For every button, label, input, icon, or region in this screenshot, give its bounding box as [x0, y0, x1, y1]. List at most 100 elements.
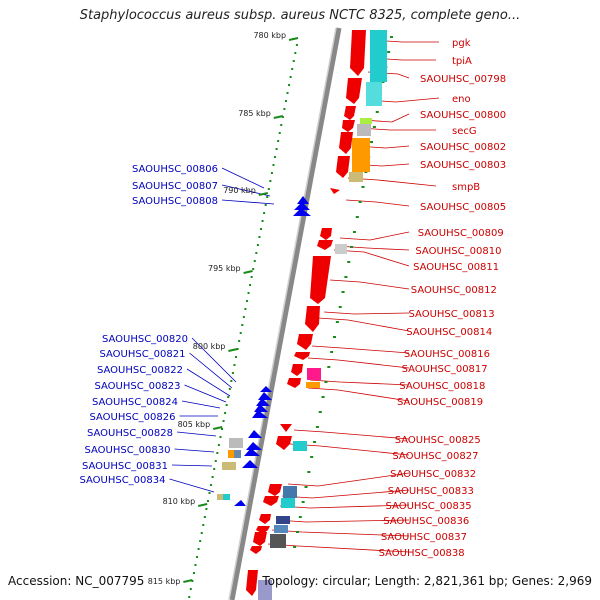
gene-label[interactable]: SAOUHSC_00835: [386, 501, 472, 512]
guide-dot: [189, 588, 192, 590]
guide-dot: [324, 381, 328, 383]
gene-label[interactable]: SAOUHSC_00806: [132, 164, 218, 175]
gene-arrow-forward: [287, 378, 301, 388]
guide-dot: [202, 524, 205, 526]
guide-dot: [188, 596, 191, 598]
gene-label[interactable]: SAOUHSC_00818: [399, 381, 485, 392]
gene-arrow-forward: [259, 514, 271, 524]
gene-label[interactable]: SAOUHSC_00819: [397, 397, 483, 408]
gene-label[interactable]: SAOUHSC_00805: [420, 202, 506, 213]
guide-dot: [333, 336, 336, 338]
gene-leader-line: [221, 167, 265, 189]
feature-block-cyan: [366, 82, 382, 106]
guide-dot: [286, 92, 289, 94]
genes-forward-strand: [246, 30, 366, 596]
guide-dot: [199, 540, 202, 542]
gene-label[interactable]: SAOUHSC_00837: [381, 532, 467, 543]
gene-label[interactable]: SAOUHSC_00812: [411, 285, 497, 296]
gene-leader-line: [307, 387, 410, 402]
gene-label[interactable]: SAOUHSC_00809: [418, 228, 504, 239]
guide-dot: [233, 364, 236, 366]
guide-dot: [284, 100, 287, 102]
guide-dot: [330, 351, 334, 353]
gene-label[interactable]: SAOUHSC_00822: [97, 365, 183, 376]
gene-label[interactable]: SAOUHSC_00833: [388, 486, 474, 497]
guide-dot: [197, 548, 200, 550]
gene-label[interactable]: SAOUHSC_00824: [92, 397, 178, 408]
gene-label[interactable]: SAOUHSC_00827: [392, 451, 478, 462]
gene-label[interactable]: SAOUHSC_00823: [94, 381, 180, 392]
gene-label[interactable]: SAOUHSC_00836: [383, 516, 469, 527]
guide-dot: [292, 60, 295, 62]
guide-dot: [352, 231, 356, 233]
feature-block-cyan: [370, 30, 387, 82]
gene-label[interactable]: SAOUHSC_00800: [420, 110, 506, 121]
gene-label[interactable]: SAOUHSC_00816: [404, 349, 490, 360]
gene-leader-line: [181, 400, 221, 409]
guide-dot: [194, 564, 197, 566]
gene-label[interactable]: SAOUHSC_00811: [413, 262, 499, 273]
gene-leader-line: [189, 352, 233, 389]
guide-dot: [280, 124, 283, 126]
gene-leader-line: [311, 345, 410, 354]
gene-label[interactable]: SAOUHSC_00828: [87, 428, 173, 439]
guide-dot: [211, 476, 214, 478]
feature-block-lavender: [258, 580, 272, 600]
feature-block-steel: [274, 525, 288, 533]
feature-block-dark-grey: [270, 534, 286, 548]
gene-label[interactable]: SAOUHSC_00808: [132, 196, 218, 207]
gene-label[interactable]: SAOUHSC_00810: [415, 246, 501, 257]
gene-label[interactable]: SAOUHSC_00825: [395, 435, 481, 446]
guide-dot: [192, 572, 195, 574]
gene-arrow-reverse: [248, 430, 262, 438]
guide-dot: [225, 404, 228, 406]
ruler-tick: [273, 115, 284, 119]
feature-block-lime: [360, 118, 372, 124]
guide-dot: [258, 236, 261, 238]
guide-dot: [231, 372, 234, 374]
gene-label[interactable]: SAOUHSC_00838: [379, 548, 465, 559]
gene-label[interactable]: SAOUHSC_00807: [132, 181, 218, 192]
gene-label[interactable]: SAOUHSC_00832: [390, 469, 476, 480]
gene-leader-line: [359, 127, 436, 131]
gene-label[interactable]: SAOUHSC_00817: [402, 364, 488, 375]
gene-label[interactable]: pgk: [452, 38, 471, 49]
gene-leader-line: [307, 357, 410, 369]
gene-label[interactable]: SAOUHSC_00814: [406, 327, 492, 338]
feature-block-grey: [229, 438, 243, 448]
gene-label[interactable]: SAOUHSC_00821: [99, 349, 185, 360]
gene-label[interactable]: SAOUHSC_00830: [84, 445, 170, 456]
gene-leader-line: [174, 448, 215, 453]
gene-label[interactable]: tpiA: [452, 56, 472, 67]
guide-dot: [267, 188, 270, 190]
guide-dot: [235, 356, 238, 358]
guide-dot: [272, 164, 275, 166]
guide-dot: [219, 436, 222, 438]
guide-dot: [205, 508, 208, 510]
gene-arrow-forward: [342, 120, 355, 132]
gene-leader-line: [191, 337, 237, 383]
gene-arrow-forward: [330, 188, 340, 194]
gene-label[interactable]: SAOUHSC_00798: [420, 74, 506, 85]
gene-arrow-reverse: [297, 196, 309, 204]
gene-label[interactable]: SAOUHSC_00820: [102, 334, 188, 345]
gene-label[interactable]: SAOUHSC_00826: [89, 412, 175, 423]
gene-label[interactable]: smpB: [452, 182, 480, 193]
gene-arrow-forward: [344, 106, 356, 120]
gene-leader-line: [287, 472, 410, 487]
gene-arrow-reverse: [242, 460, 258, 468]
guide-dot: [236, 348, 239, 350]
gene-leader-line: [339, 231, 410, 241]
gene-label[interactable]: secG: [452, 126, 477, 137]
gene-label[interactable]: SAOUHSC_00834: [79, 475, 165, 486]
guide-dot: [372, 126, 376, 128]
guide-dot: [358, 201, 362, 203]
gene-label[interactable]: SAOUHSC_00831: [82, 461, 168, 472]
gene-label[interactable]: eno: [452, 94, 471, 105]
gene-leader-line: [345, 199, 410, 207]
ruler-tick: [258, 192, 269, 196]
gene-label[interactable]: SAOUHSC_00813: [409, 309, 495, 320]
gene-label[interactable]: SAOUHSC_00803: [420, 160, 506, 171]
gene-label[interactable]: SAOUHSC_00802: [420, 142, 506, 153]
